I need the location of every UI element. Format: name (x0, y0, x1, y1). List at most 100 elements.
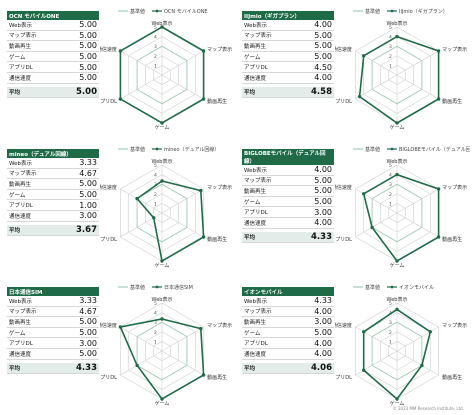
scale-tick-label: 1 (389, 63, 392, 69)
average-label: 平均 (7, 224, 59, 236)
table-row: Web表示 5.00 (7, 20, 99, 31)
axis-label: マップ表示 (442, 184, 467, 191)
row-label: アプリDL (7, 199, 59, 211)
row-value: 4.00 (292, 165, 334, 176)
legend-standard-label: 基準値 (130, 284, 145, 291)
table-title: イオンモバイル (242, 287, 334, 296)
series-point (160, 121, 164, 125)
grid-spoke (396, 350, 439, 376)
radar-panel: mineo（デュアル回線） Web表示 3.33 マップ表示 4.67 動画再生 5.00 ゲ… (5, 143, 235, 271)
legend-series-marker (155, 147, 159, 151)
table-row: 通信速度 5.00 (7, 72, 99, 84)
average-value: 4.33 (58, 362, 99, 374)
axis-label: 動画再生 (207, 236, 227, 243)
radar-panel: OCN モバイルONE Web表示 5.00 マップ表示 5.00 動画再生 5.00 ゲーム… (5, 5, 235, 133)
table-title: mineo（デュアル回線） (7, 149, 99, 158)
row-label: 通信速度 (7, 210, 59, 222)
table-row: ゲーム 5.00 (7, 189, 99, 201)
table-row: 動画再生 5.00 (242, 185, 334, 197)
row-value: 4.33 (293, 296, 334, 307)
axis-label: 動画再生 (442, 98, 462, 105)
series-point (395, 397, 399, 401)
radar-panel: IIJmio（ギガプラン） Web表示 4.00 マップ表示 5.00 動画再生 5.00 ゲ… (240, 5, 470, 133)
row-value: 5.00 (293, 40, 334, 52)
scale-tick-label: 2 (154, 330, 157, 336)
row-label: 動画再生 (242, 185, 293, 197)
score-table: 日本通信SIM Web表示 3.33 マップ表示 4.67 動画再生 5.00 ゲーム 5.00… (7, 287, 99, 374)
scale-tick-label: 2 (389, 330, 392, 336)
scale-tick-label: 2 (154, 54, 157, 60)
average-row: 平均 5.00 (7, 86, 99, 98)
scale-tick-label: 3 (389, 320, 392, 326)
average-value: 5.00 (58, 86, 99, 98)
average-row: 平均 3.67 (7, 224, 99, 236)
series-point (199, 326, 203, 331)
series-point (436, 97, 441, 101)
row-value: 5.00 (292, 175, 334, 187)
row-value: 3.00 (58, 337, 99, 349)
row-value: 4.00 (293, 72, 334, 84)
average-row: 平均 4.06 (242, 362, 334, 374)
table-title: IIJmio（ギガプラン） (242, 11, 334, 20)
row-value: 4.00 (293, 306, 334, 318)
row-label: 通信速度 (242, 72, 294, 84)
table-row: 動画再生 5.00 (7, 316, 99, 328)
legend-standard-label: 基準値 (365, 284, 380, 291)
grid-spoke (120, 74, 163, 100)
grid-spoke (120, 188, 163, 214)
row-label: ゲーム (242, 327, 294, 339)
row-value: 5.00 (58, 178, 99, 190)
table-row: Web表示 4.33 (242, 296, 334, 307)
axis-label: ゲーム (155, 400, 170, 407)
average-label: 平均 (242, 86, 294, 98)
row-value: 4.50 (293, 61, 334, 73)
scale-tick-label: 4 (154, 311, 157, 317)
scale-tick-label: 3 (154, 320, 157, 326)
scale-tick-label: 4 (154, 173, 157, 179)
series-point (395, 259, 399, 263)
series-point (160, 259, 164, 263)
axis-label: 通信速度 (100, 184, 117, 191)
row-label: アプリDL (7, 61, 59, 73)
series-point (118, 49, 123, 53)
scale-tick-label: 1 (154, 63, 157, 69)
series-point (436, 49, 441, 53)
row-value: 5.00 (58, 189, 99, 201)
grid-spoke (161, 74, 204, 100)
legend-series-marker (155, 9, 159, 13)
grid-spoke (396, 326, 439, 352)
table-row: 動画再生 3.00 (242, 316, 334, 328)
standard-polygon (136, 321, 188, 381)
series-point (362, 330, 366, 334)
axis-label: アプリDL (335, 237, 352, 243)
series-point (135, 363, 139, 368)
grid-spoke (161, 326, 204, 352)
row-label: Web表示 (7, 158, 59, 169)
average-value: 4.06 (293, 362, 334, 374)
table-row: ゲーム 5.00 (7, 51, 99, 63)
copyright-footer: © 2023 MM Research Institute, Ltd. (392, 406, 464, 411)
series-point (420, 363, 424, 368)
table-title: 日本通信SIM (7, 287, 99, 296)
average-label: 平均 (242, 231, 293, 243)
grid-spoke (120, 50, 163, 76)
table-row: ゲーム 5.00 (242, 196, 334, 208)
axis-label: Web表示 (152, 158, 173, 165)
axis-label: アプリDL (100, 237, 117, 243)
axis-label: 通信速度 (335, 46, 352, 53)
row-label: アプリDL (7, 337, 59, 349)
row-label: ゲーム (7, 327, 59, 339)
row-value: 1.00 (58, 199, 99, 211)
legend-series-marker (390, 285, 394, 289)
table-title: BIGLOBEモバイル（デュアル回線） (242, 149, 334, 165)
row-value: 4.00 (292, 217, 334, 229)
average-value: 4.33 (292, 231, 334, 243)
scale-tick-label: 5 (154, 25, 157, 31)
row-label: マップ表示 (242, 30, 294, 42)
row-label: Web表示 (242, 296, 294, 307)
row-value: 5.00 (58, 316, 99, 328)
row-label: ゲーム (7, 51, 59, 63)
table-row: アプリDL 4.50 (242, 61, 334, 73)
row-label: 通信速度 (242, 348, 294, 360)
